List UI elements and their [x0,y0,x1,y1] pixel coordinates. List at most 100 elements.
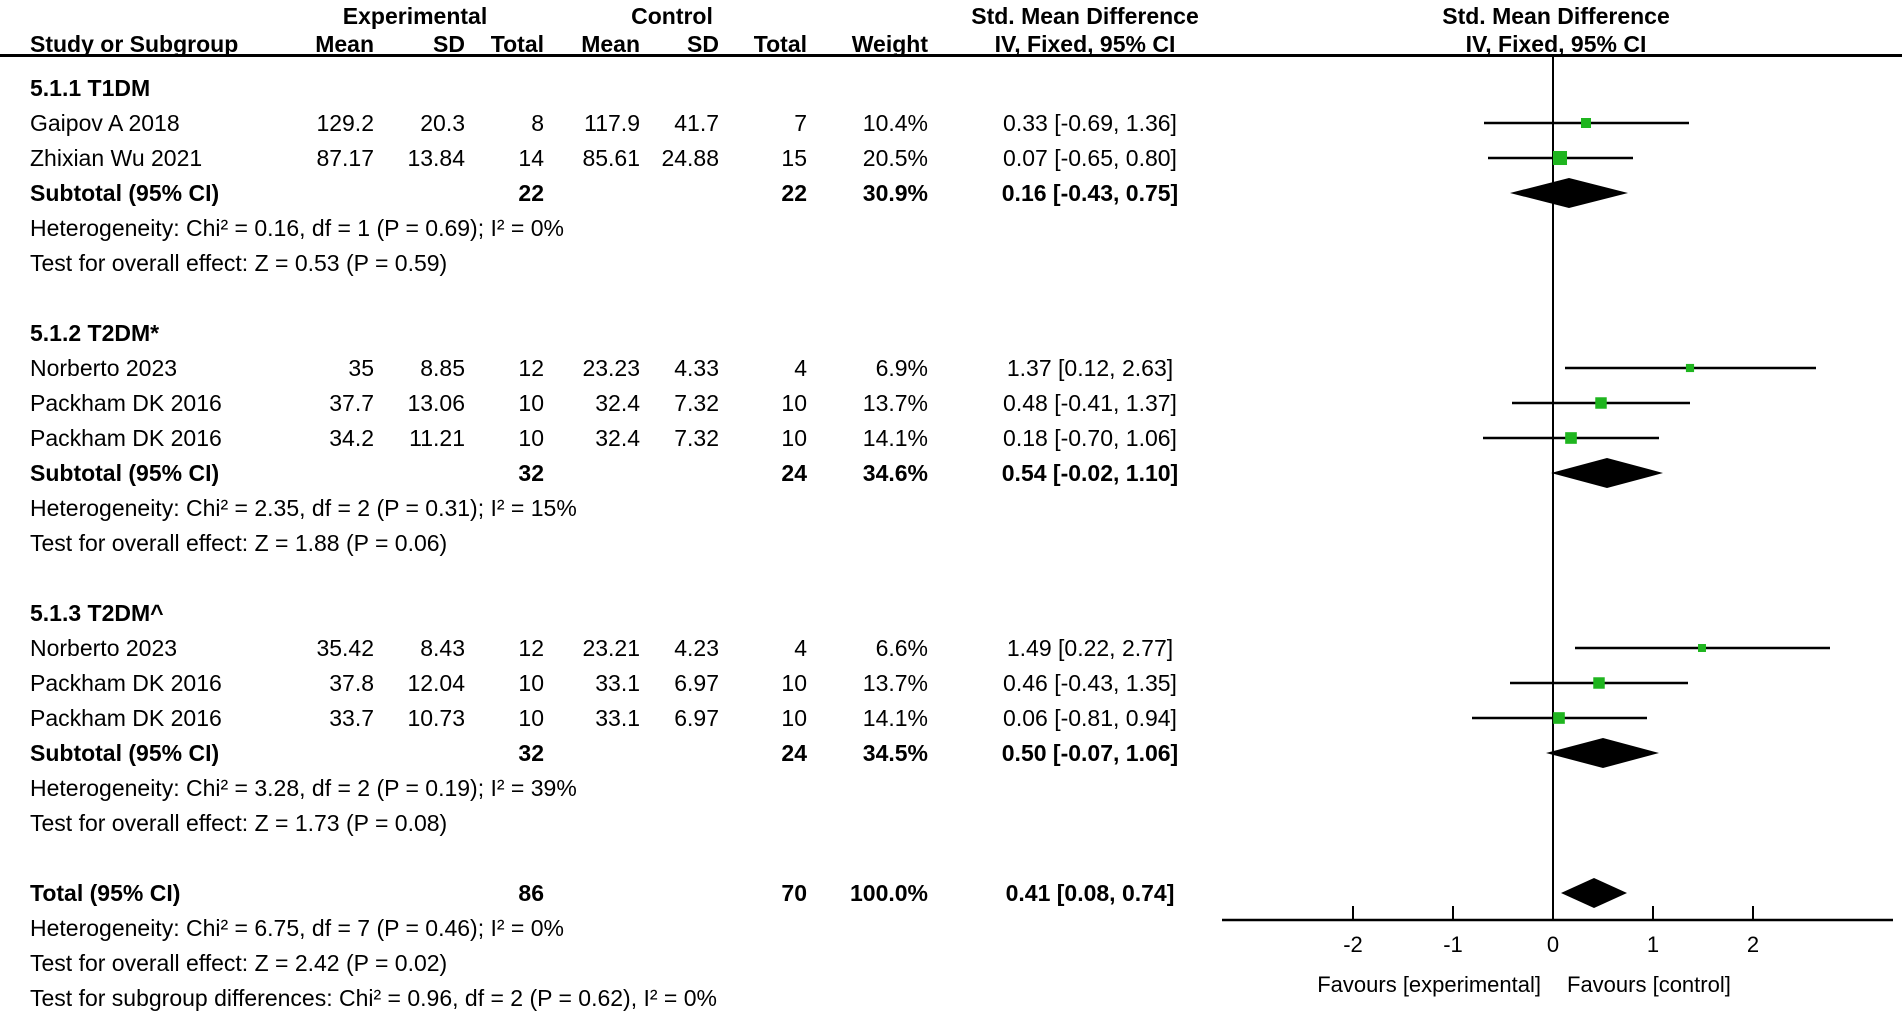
ci-text-cell: 0.41 [0.08, 0.74] [1005,879,1175,906]
ci-text-cell: 0.54 [-0.02, 1.10] [1001,459,1179,486]
header-mean-experimental: Mean [315,31,374,57]
note-label: Heterogeneity: Chi² = 0.16, df = 1 (P = … [30,214,564,241]
note-row: Heterogeneity: Chi² = 0.16, df = 1 (P = … [0,211,1250,246]
weight-cell: 13.7% [862,669,928,696]
exp-total-cell: 86 [518,879,544,906]
subtotal-row: Subtotal (95% CI) 22 22 30.9% 0.16 [-0.43, 0… [0,176,1250,211]
ctl-total-cell: 10 [781,424,807,451]
header-sd-control: SD [687,31,719,57]
weight-cell: 34.5% [862,739,928,766]
ci-text-cell: 0.07 [-0.65, 0.80] [1003,144,1177,171]
ci-text-cell: 0.50 [-0.07, 1.06] [1001,739,1179,766]
subtotal-diamond [1510,178,1628,208]
ci-text-cell: 0.16 [-0.43, 0.75] [1001,179,1179,206]
note-row: Heterogeneity: Chi² = 3.28, df = 2 (P = … [0,771,1250,806]
exp-mean-cell: 37.8 [329,669,374,696]
ci-text-cell: 0.46 [-0.43, 1.35] [1003,669,1177,696]
study-row: Packham DK 2016 33.7 10.73 10 33.1 6.97 10 14.1… [0,701,1250,736]
ctl-total-cell: 7 [794,109,807,136]
study-label: Norberto 2023 [30,354,178,381]
header-smd-text-column: Std. Mean Difference [971,3,1199,29]
ctl-total-cell: 10 [781,669,807,696]
ctl-mean-cell: 33.1 [595,669,640,696]
exp-total-cell: 32 [518,739,544,766]
ctl-sd-cell: 6.97 [674,704,719,731]
exp-sd-cell: 8.85 [420,354,465,381]
x-axis-tick-label: -2 [1343,932,1363,957]
ci-text-cell: 0.18 [-0.70, 1.06] [1003,424,1177,451]
ci-text-cell: 0.33 [-0.69, 1.36] [1003,109,1177,136]
ctl-total-cell: 10 [781,704,807,731]
exp-total-cell: 22 [518,179,544,206]
note-row: Test for overall effect: Z = 2.42 (P = 0… [0,946,1250,981]
ctl-sd-cell: 24.88 [661,144,719,171]
ctl-total-cell: 4 [794,634,807,661]
total-diamond [1561,878,1627,908]
x-axis-tick-label: 1 [1647,932,1659,957]
ctl-sd-cell: 4.23 [674,634,719,661]
ci-text-cell: 0.48 [-0.41, 1.37] [1003,389,1177,416]
note-label: Test for overall effect: Z = 1.88 (P = 0… [30,529,448,556]
ctl-mean-cell: 23.23 [582,354,640,381]
study-row: Packham DK 2016 34.2 11.21 10 32.4 7.32 10 14.1… [0,421,1250,456]
note-label: Test for subgroup differences: Chi² = 0.… [30,984,717,1011]
ctl-total-cell: 70 [781,879,807,906]
ctl-sd-cell: 6.97 [674,669,719,696]
ctl-mean-cell: 32.4 [595,389,640,416]
weight-cell: 20.5% [862,144,928,171]
study-point-square [1595,397,1607,409]
study-row: Gaipov A 2018 129.2 20.3 8 117.9 41.7 7 10.4% 0.… [0,106,1250,141]
subtotal-label: Subtotal (95% CI) [30,739,220,766]
weight-cell: 13.7% [862,389,928,416]
note-label: Test for overall effect: Z = 2.42 (P = 0… [30,949,448,976]
exp-total-cell: 10 [518,704,544,731]
x-axis-tick-label: 2 [1747,932,1759,957]
header-divider-line [0,54,1902,57]
subtotal-label: Subtotal (95% CI) [30,459,220,486]
note-label: Heterogeneity: Chi² = 3.28, df = 2 (P = … [30,774,577,801]
ctl-total-cell: 24 [781,459,807,486]
weight-cell: 10.4% [862,109,928,136]
ctl-mean-cell: 33.1 [595,704,640,731]
study-point-square [1698,644,1706,652]
exp-total-cell: 10 [518,389,544,416]
study-point-square [1685,363,1695,373]
ctl-sd-cell: 7.32 [674,389,719,416]
note-label: Test for overall effect: Z = 1.73 (P = 0… [30,809,448,836]
exp-total-cell: 10 [518,424,544,451]
exp-sd-cell: 10.73 [407,704,465,731]
ctl-mean-cell: 23.21 [582,634,640,661]
exp-total-cell: 32 [518,459,544,486]
exp-mean-cell: 37.7 [329,389,374,416]
weight-cell: 34.6% [862,459,928,486]
subtotal-row: Subtotal (95% CI) 32 24 34.6% 0.54 [-0.02, 1… [0,456,1250,491]
section-row: 5.1.3 T2DM^ [0,596,1250,631]
study-row: Norberto 2023 35 8.85 12 23.23 4.33 4 6.9% 1.37 … [0,351,1250,386]
exp-mean-cell: 33.7 [329,704,374,731]
section-label: 5.1.3 T2DM^ [30,599,164,626]
subtotal-row: Subtotal (95% CI) 32 24 34.5% 0.50 [-0.07, 1… [0,736,1250,771]
weight-cell: 14.1% [862,424,928,451]
exp-total-cell: 14 [518,144,544,171]
total-row: Total (95% CI) 86 70 100.0% 0.41 [0.08, 0.74… [0,876,1250,911]
header-ci-text-column: IV, Fixed, 95% CI [994,31,1176,57]
weight-cell: 14.1% [862,704,928,731]
favours-control-label: Favours [control] [1567,972,1731,997]
study-label: Packham DK 2016 [30,669,222,696]
exp-mean-cell: 34.2 [329,424,374,451]
ctl-mean-cell: 85.61 [582,144,640,171]
favours-experimental-label: Favours [experimental] [1317,972,1541,997]
exp-total-cell: 12 [518,354,544,381]
note-row: Test for overall effect: Z = 1.88 (P = 0… [0,526,1250,561]
ctl-total-cell: 24 [781,739,807,766]
exp-total-cell: 8 [531,109,544,136]
study-row: Norberto 2023 35.42 8.43 12 23.21 4.23 4 6.6% 1.… [0,631,1250,666]
note-row: Test for overall effect: Z = 0.53 (P = 0… [0,246,1250,281]
exp-sd-cell: 13.06 [407,389,465,416]
study-point-square [1553,712,1565,724]
exp-sd-cell: 13.84 [407,144,465,171]
study-label: Packham DK 2016 [30,424,222,451]
note-label: Heterogeneity: Chi² = 6.75, df = 7 (P = … [30,914,564,941]
